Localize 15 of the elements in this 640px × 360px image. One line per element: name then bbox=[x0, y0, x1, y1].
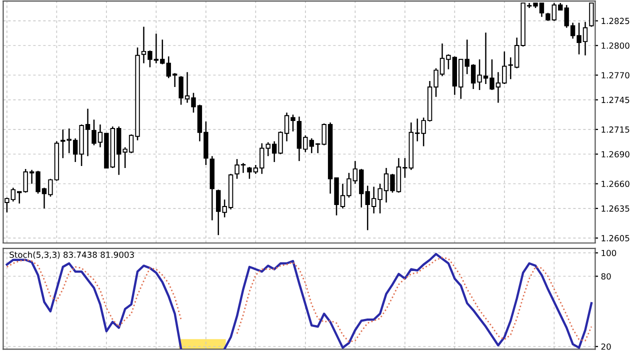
y-tick-label: 1.2660 bbox=[602, 180, 630, 188]
y-tick-label: 1.2745 bbox=[602, 96, 630, 104]
y-tick-label: 1.2715 bbox=[602, 126, 630, 133]
y-tick-label: 80 bbox=[601, 273, 611, 280]
annotation: Stoch(5,3,3) 83.7438 81.9003 bbox=[10, 251, 134, 259]
y-tick-label: 1.2825 bbox=[602, 18, 630, 24]
y-tick-label: 1.2800 bbox=[602, 42, 630, 49]
candlestick bbox=[589, 2, 594, 28]
y-tick-label: 20 bbox=[601, 343, 611, 350]
y-tick-label: 1.2770 bbox=[602, 72, 630, 78]
y-tick-label: 1.2635 bbox=[602, 205, 630, 212]
y-tick-label: 1.2605 bbox=[602, 235, 630, 242]
y-tick-label: 100 bbox=[602, 250, 616, 256]
y-tick-label: 1.2690 bbox=[602, 151, 630, 158]
candlestick bbox=[60, 128, 66, 159]
